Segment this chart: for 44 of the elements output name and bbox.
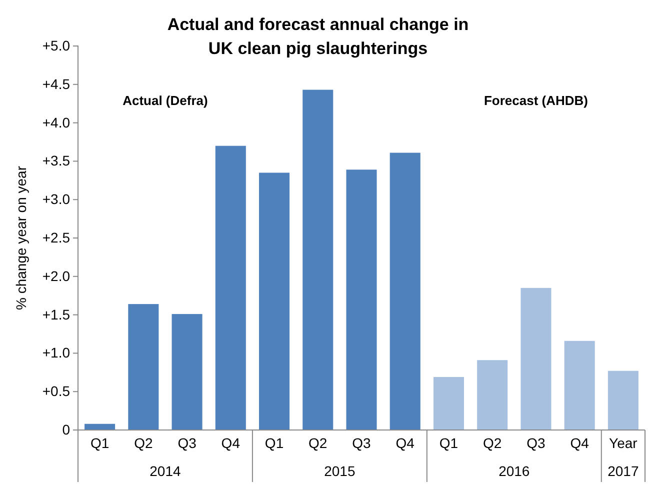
y-tick-label: +4.5 bbox=[42, 76, 70, 92]
x-tick-label: Q2 bbox=[483, 434, 502, 451]
x-tick-label: Q2 bbox=[134, 434, 153, 451]
bar bbox=[215, 146, 246, 430]
bar bbox=[520, 288, 552, 430]
y-tick-label: +2.5 bbox=[42, 229, 70, 246]
annotation: Forecast (AHDB) bbox=[484, 93, 588, 108]
bar bbox=[346, 170, 377, 430]
x-tick-label: Q4 bbox=[221, 434, 240, 451]
bar bbox=[390, 152, 420, 430]
x-tick-label: Q2 bbox=[308, 434, 328, 451]
bar bbox=[259, 172, 290, 430]
y-tick-label: 0 bbox=[62, 421, 70, 438]
y-tick-label: +0.5 bbox=[42, 383, 70, 400]
bar bbox=[302, 90, 334, 430]
x-tick-label: Q4 bbox=[570, 434, 590, 451]
x-tick-label: Q3 bbox=[352, 434, 372, 451]
annotation: Actual (Defra) bbox=[122, 93, 208, 108]
text: 2014 bbox=[150, 463, 182, 479]
chart-title: Actual and forecast annual change in UK clean pig slaughterings bbox=[167, 15, 469, 58]
bar bbox=[608, 370, 638, 430]
y-tick-label: +4.0 bbox=[42, 114, 70, 130]
bar bbox=[433, 377, 464, 430]
y-tick-label: +2.0 bbox=[42, 268, 70, 284]
x-tick-label: Q1 bbox=[439, 434, 458, 451]
x-tick-label: Year bbox=[609, 434, 638, 451]
text: 2017 bbox=[608, 463, 639, 479]
x-tick-label: Q1 bbox=[264, 434, 284, 451]
bar bbox=[564, 340, 595, 430]
x-tick-label: Q3 bbox=[178, 434, 197, 451]
y-tick-label: +3.5 bbox=[42, 152, 70, 169]
y-tick-label: +1.0 bbox=[42, 344, 70, 361]
bar bbox=[172, 314, 202, 430]
x-tick-label: Q3 bbox=[526, 434, 546, 451]
y-tick-label: +3.0 bbox=[42, 191, 70, 208]
text: 2016 bbox=[498, 463, 530, 479]
bar bbox=[128, 304, 159, 430]
x-tick-label: Q1 bbox=[90, 434, 110, 451]
bar bbox=[477, 360, 508, 430]
y-tick-label: +1.5 bbox=[42, 306, 70, 322]
y-axis-title: % change year on year bbox=[13, 166, 29, 310]
y-tick-label: +5.0 bbox=[42, 37, 70, 54]
text: 2015 bbox=[324, 463, 356, 479]
x-tick-label: Q4 bbox=[396, 434, 415, 451]
